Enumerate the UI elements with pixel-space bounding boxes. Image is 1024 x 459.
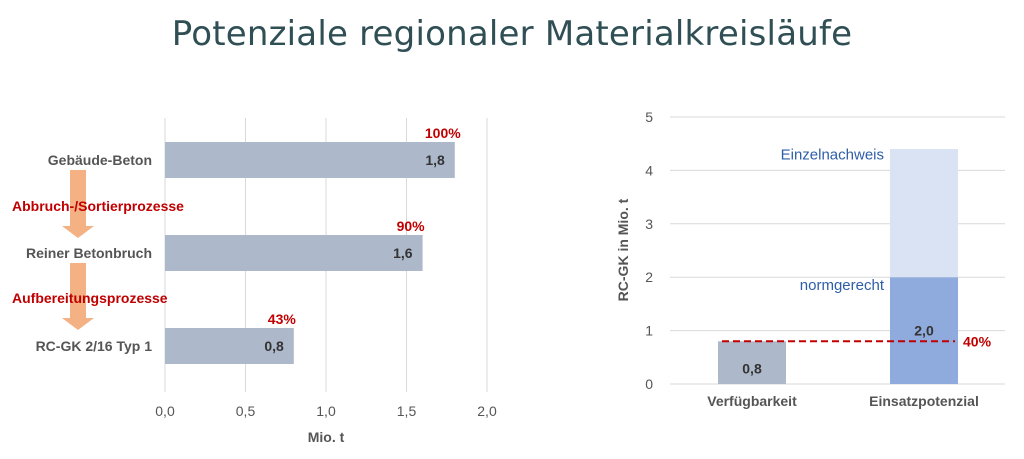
reference-line-label: 40%	[963, 333, 992, 349]
x-tick-label: 0,0	[155, 403, 175, 419]
x-axis-title: Mio. t	[308, 429, 345, 445]
percent-label: 100%	[425, 125, 461, 141]
bar	[165, 328, 294, 364]
bar-value-label: 0,8	[742, 361, 762, 377]
bar	[165, 235, 423, 271]
percent-label: 43%	[268, 311, 297, 327]
category-label: Einsatzpotenzial	[869, 393, 979, 409]
bar-value-label: 1,8	[425, 152, 445, 168]
bar-value-label: 2,0	[914, 323, 934, 339]
category-label: RC-GK 2/16 Typ 1	[36, 338, 153, 354]
page-title: Potenziale regionaler Materialkreisläufe	[171, 14, 853, 54]
y-tick-label: 1	[645, 323, 653, 339]
x-tick-label: 1,5	[397, 403, 417, 419]
category-label: Verfügbarkeit	[707, 393, 797, 409]
x-tick-label: 0,5	[236, 403, 256, 419]
category-label: Gebäude-Beton	[48, 152, 152, 168]
bar-value-label: 1,6	[393, 245, 413, 261]
bar-segment	[890, 277, 958, 384]
x-tick-label: 2,0	[477, 403, 497, 419]
y-axis-title: RC-GK in Mio. t	[615, 198, 631, 301]
y-tick-label: 5	[645, 109, 653, 125]
y-tick-label: 3	[645, 216, 653, 232]
process-arrow	[62, 170, 94, 238]
x-tick-label: 1,0	[316, 403, 336, 419]
bar	[165, 142, 455, 178]
y-tick-label: 0	[645, 376, 653, 392]
process-label: Abbruch-/Sortierprozesse	[12, 198, 184, 214]
bar-segment	[718, 341, 786, 384]
series-label: normgerecht	[800, 277, 885, 294]
y-tick-label: 4	[645, 162, 653, 178]
bar-value-label: 0,8	[264, 338, 284, 354]
y-tick-label: 2	[645, 269, 653, 285]
process-label: Aufbereitungsprozesse	[12, 290, 168, 306]
process-arrow	[62, 263, 94, 330]
percent-label: 90%	[397, 218, 426, 234]
series-label: Einzelnachweis	[781, 147, 884, 164]
bar-segment	[890, 149, 958, 278]
category-label: Reiner Betonbruch	[26, 245, 152, 261]
